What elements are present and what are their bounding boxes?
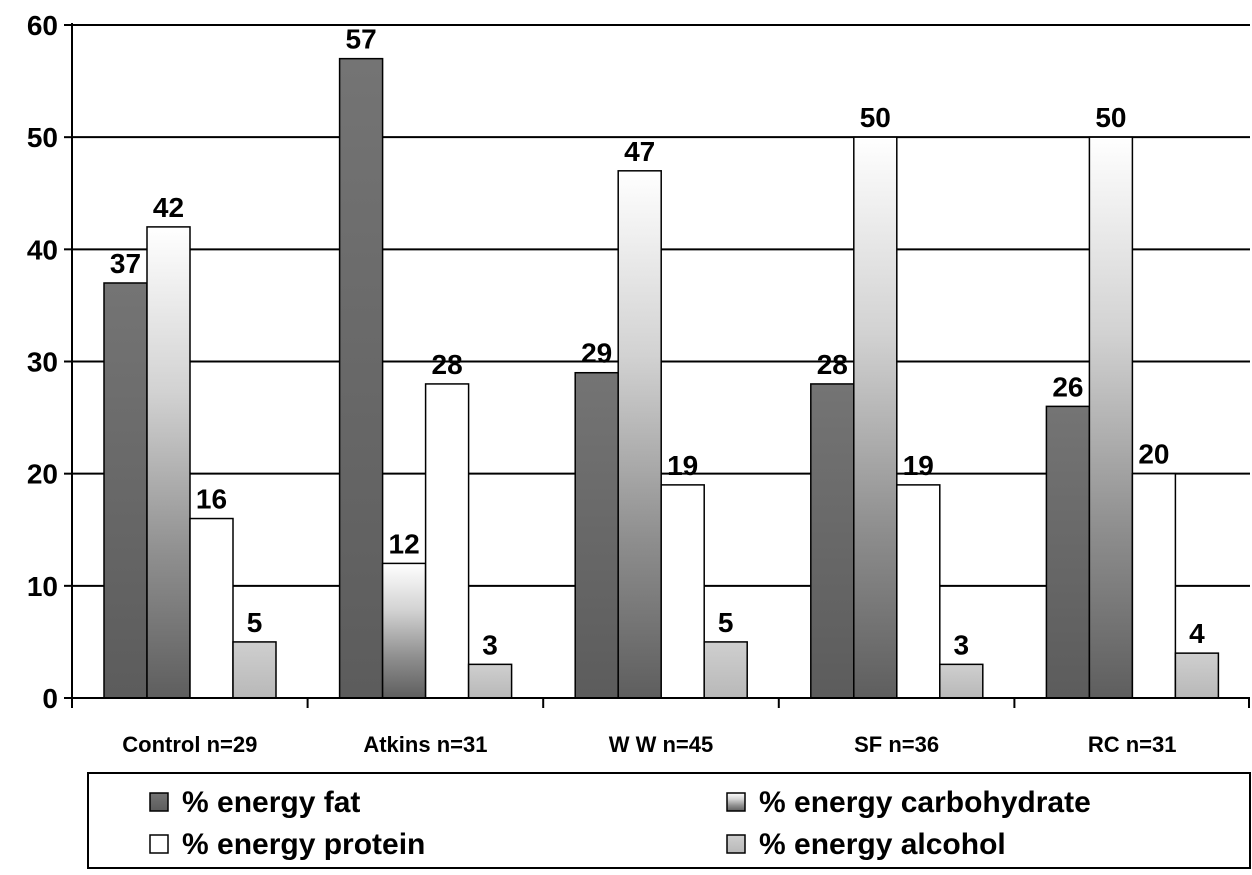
data-label: 47 bbox=[624, 136, 655, 167]
legend-swatch-energy-carbohydrate bbox=[726, 792, 746, 812]
legend-swatch-energy-fat bbox=[149, 792, 169, 812]
bar-energy-carbohydrate bbox=[146, 226, 191, 699]
data-label: 3 bbox=[482, 629, 498, 660]
data-labels: 37 42 16 5 57 12 28 3 29 47 19 5 28 50 19 3 26 50 20 4 bbox=[110, 24, 1205, 661]
y-tick-label: 60 bbox=[27, 10, 58, 41]
legend-swatch-energy-protein bbox=[149, 834, 169, 854]
data-label: 20 bbox=[1138, 439, 1169, 470]
y-tick-label: 30 bbox=[27, 347, 58, 378]
bar-energy-alcohol bbox=[232, 641, 277, 699]
bar-energy-alcohol bbox=[1174, 652, 1220, 699]
data-label: 50 bbox=[860, 102, 891, 133]
bar-energy-fat bbox=[1045, 405, 1091, 699]
legend-swatch-energy-alcohol bbox=[726, 834, 746, 854]
bar-energy-protein bbox=[1131, 472, 1177, 699]
bar-energy-carbohydrate bbox=[617, 170, 662, 699]
y-tick-label: 50 bbox=[27, 122, 58, 153]
bars bbox=[103, 57, 1220, 699]
data-label: 19 bbox=[667, 450, 698, 481]
data-label: 3 bbox=[954, 629, 970, 660]
y-tick-label: 10 bbox=[27, 571, 58, 602]
bar-energy-alcohol bbox=[467, 663, 513, 699]
x-tick-label: Control n=29 bbox=[122, 732, 257, 757]
data-label: 12 bbox=[389, 528, 420, 559]
legend-label-energy-protein: % energy protein bbox=[182, 828, 425, 861]
data-label: 26 bbox=[1052, 371, 1083, 402]
legend-label-energy-fat: % energy fat bbox=[182, 786, 360, 819]
bar-energy-alcohol bbox=[703, 641, 748, 699]
bar-energy-protein bbox=[896, 484, 941, 699]
data-label: 50 bbox=[1095, 102, 1126, 133]
legend-label-energy-alcohol: % energy alcohol bbox=[759, 828, 1006, 861]
bar-energy-carbohydrate bbox=[381, 562, 427, 699]
data-label: 28 bbox=[817, 349, 848, 380]
legend: % energy fat % energy carbohydrate % energ… bbox=[87, 772, 1251, 869]
y-tick-label: 20 bbox=[27, 459, 58, 490]
data-label: 4 bbox=[1189, 618, 1205, 649]
x-tick-label: RC n=31 bbox=[1088, 732, 1177, 757]
data-label: 19 bbox=[903, 450, 934, 481]
data-label: 42 bbox=[153, 192, 184, 223]
x-tick-label: W W n=45 bbox=[609, 732, 714, 757]
axes: 0 10 20 30 40 50 60 Control n=29 Atkins n=31 W W … bbox=[27, 10, 1250, 757]
bar-energy-fat bbox=[810, 383, 855, 699]
bar-energy-alcohol bbox=[939, 663, 984, 699]
x-tick-label: Atkins n=31 bbox=[363, 732, 487, 757]
data-label: 37 bbox=[110, 248, 141, 279]
y-tick-label: 40 bbox=[27, 234, 58, 265]
data-label: 29 bbox=[581, 338, 612, 369]
legend-label-energy-carbohydrate: % energy carbohydrate bbox=[759, 786, 1091, 819]
bar-energy-fat bbox=[338, 57, 384, 699]
legend-box bbox=[87, 772, 1251, 869]
data-label: 57 bbox=[346, 24, 377, 55]
bar-energy-fat bbox=[574, 371, 619, 699]
bar-energy-carbohydrate bbox=[853, 136, 898, 699]
bar-energy-protein bbox=[660, 484, 705, 699]
y-tick-label: 0 bbox=[42, 683, 58, 714]
x-tick-label: SF n=36 bbox=[854, 732, 939, 757]
bar-energy-fat bbox=[103, 282, 148, 699]
data-label: 28 bbox=[432, 349, 463, 380]
bar-energy-protein bbox=[189, 517, 234, 699]
bar-energy-carbohydrate bbox=[1088, 136, 1134, 699]
data-label: 5 bbox=[718, 607, 734, 638]
data-label: 16 bbox=[196, 484, 227, 515]
bar-energy-protein bbox=[424, 383, 470, 699]
data-label: 5 bbox=[247, 607, 263, 638]
